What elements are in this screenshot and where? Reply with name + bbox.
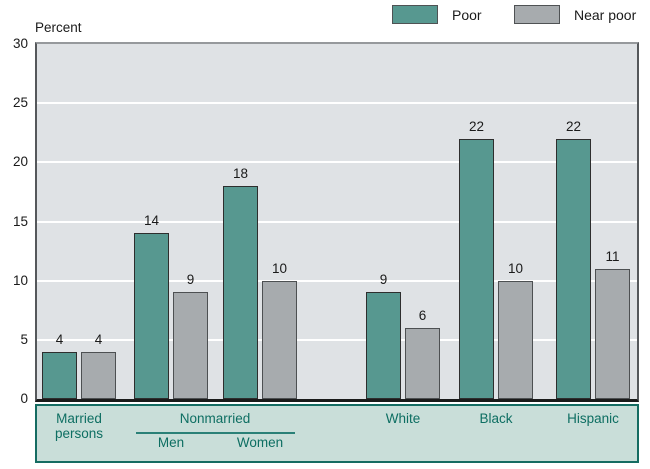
bar-value-poor-white: 9 (379, 272, 388, 287)
legend-label-near-poor: Near poor (574, 6, 637, 23)
category-label-men: Men (157, 435, 185, 450)
bar-value-near-poor-hispanic: 11 (605, 249, 620, 264)
bar-near-poor-white (405, 328, 440, 399)
y-axis-title: Percent (35, 20, 82, 35)
legend-item-poor: Poor (392, 5, 482, 24)
category-label-married-line2: persons (54, 426, 104, 441)
bar-near-poor-women (262, 281, 297, 399)
bar-near-poor-married (81, 352, 116, 399)
bar-value-near-poor-black: 10 (507, 261, 524, 276)
y-tick-20: 20 (12, 154, 28, 170)
bar-near-poor-black (498, 281, 533, 399)
bar-poor-white (366, 292, 401, 399)
gridline-20 (37, 161, 637, 164)
legend-item-near-poor: Near poor (514, 5, 636, 24)
category-label-married-persons: Married persons (55, 411, 103, 441)
category-label-women: Women (236, 435, 284, 450)
gridline-5 (37, 338, 637, 341)
gridline-15 (37, 220, 637, 223)
y-tick-25: 25 (12, 95, 28, 111)
y-tick-5: 5 (20, 331, 28, 347)
category-label-black: Black (479, 411, 513, 426)
legend-swatch-poor (392, 5, 438, 24)
category-label-married-line1: Married (56, 411, 102, 426)
bar-poor-black (459, 139, 494, 399)
nonmarried-underline (136, 432, 295, 434)
bar-value-poor-women: 18 (232, 166, 249, 181)
bar-value-near-poor-white: 6 (418, 308, 427, 323)
plot-inner: 4 14 18 9 22 22 4 9 10 6 10 11 (37, 44, 637, 399)
bar-poor-women (223, 186, 258, 399)
bar-near-poor-men (173, 292, 208, 399)
bar-value-poor-men: 14 (143, 213, 160, 228)
bar-value-near-poor-women: 10 (271, 261, 288, 276)
legend-label-poor: Poor (452, 6, 482, 23)
category-label-nonmarried: Nonmarried (179, 411, 251, 426)
plot-area: 4 14 18 9 22 22 4 9 10 6 10 11 (35, 42, 639, 402)
category-label-white: White (385, 411, 421, 426)
category-label-hispanic: Hispanic (567, 411, 619, 426)
bar-poor-hispanic (556, 139, 591, 399)
bar-near-poor-hispanic (595, 269, 630, 399)
bar-value-poor-hispanic: 22 (565, 119, 582, 134)
bar-value-near-poor-men: 9 (186, 272, 195, 287)
y-tick-15: 15 (12, 213, 28, 229)
y-tick-0: 0 (20, 391, 28, 406)
gridline-10 (37, 279, 637, 282)
bar-value-near-poor-married: 4 (94, 332, 103, 347)
category-label-box: Married persons Nonmarried Men Women Whi… (35, 404, 639, 463)
legend-swatch-near-poor (514, 5, 560, 24)
y-tick-30: 30 (12, 36, 28, 51)
y-tick-10: 10 (12, 272, 28, 288)
bar-value-poor-black: 22 (468, 119, 485, 134)
bar-value-poor-married: 4 (55, 332, 64, 347)
bar-poor-men (134, 233, 169, 399)
gridline-25 (37, 102, 637, 105)
bar-poor-married (42, 352, 77, 399)
